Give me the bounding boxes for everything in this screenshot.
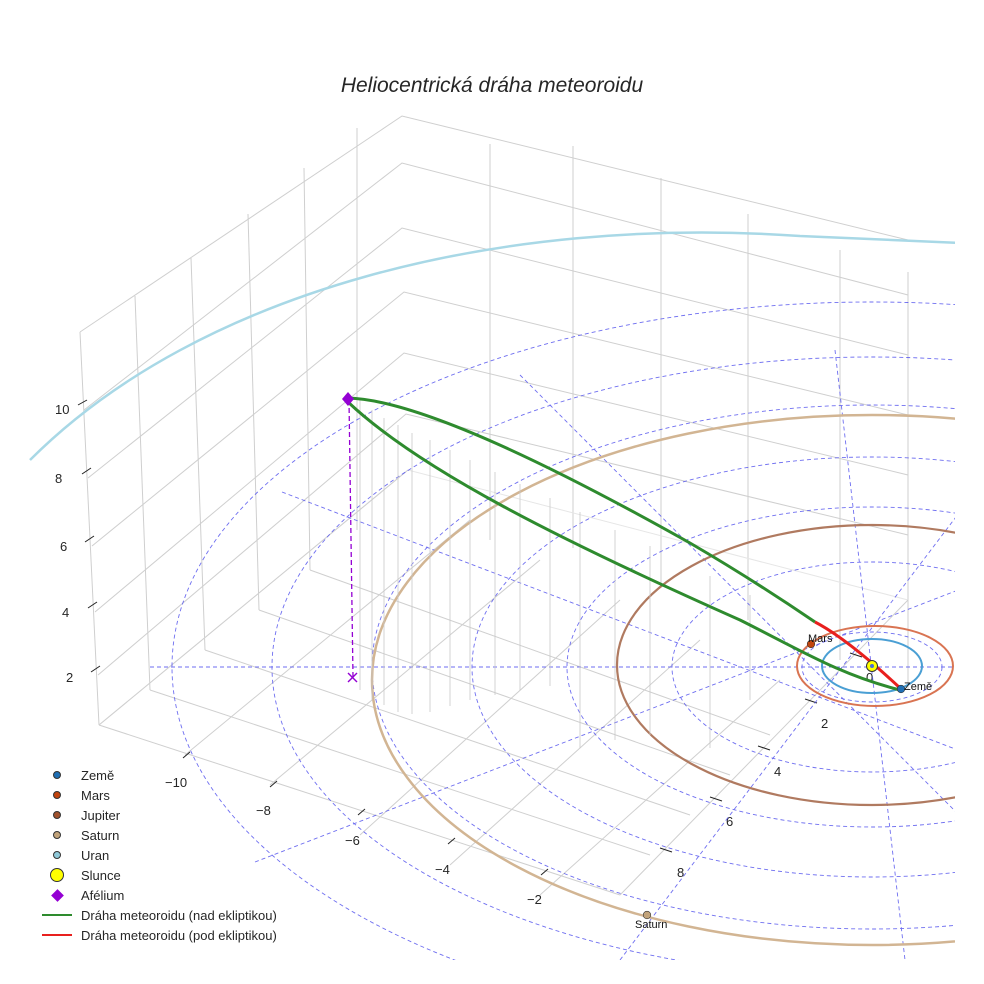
y-tick-label: 6 [726, 814, 733, 829]
legend-item-aphelion: Afélium [40, 885, 277, 905]
earth-orbit [821, 638, 923, 694]
legend-label: Slunce [81, 867, 121, 883]
jupiter-orbit [615, 523, 955, 807]
chart-title: Heliocentrická dráha meteoroidu [340, 74, 644, 97]
y-axis [659, 652, 863, 853]
mars-marker [806, 639, 816, 649]
large-circle-marker-icon [50, 868, 64, 882]
aphelion-projection-x [347, 672, 358, 683]
projection-lines [359, 400, 751, 748]
legend-label: Země [81, 767, 115, 783]
mars-label: Mars [808, 633, 833, 645]
legend-item-earth: Země [40, 765, 277, 785]
mars-orbit [796, 625, 954, 707]
saturn-marker [642, 910, 652, 920]
y-tick-label: 8 [677, 865, 684, 880]
circle-marker-icon [53, 791, 61, 799]
legend-label: Dráha meteoroidu (nad ekliptikou) [81, 907, 277, 923]
diamond-marker-icon [50, 888, 64, 902]
legend: Země Mars Jupiter Saturn Uran Slunce Afé… [40, 765, 277, 945]
legend-item-uranus: Uran [40, 845, 277, 865]
meteoroid-orbit-above [347, 396, 816, 624]
legend-label: Saturn [81, 827, 120, 843]
grid-lines [79, 115, 909, 896]
z-tick-label: 8 [55, 471, 62, 486]
x-tick-label: −8 [256, 803, 271, 818]
z-tick-label: 2 [66, 670, 73, 685]
y-tick-label: 0 [866, 670, 873, 685]
meteoroid-orbit-above-lower [346, 400, 901, 692]
legend-item-mars: Mars [40, 785, 277, 805]
circle-marker-icon [53, 811, 61, 819]
y-tick-label: 4 [774, 764, 781, 779]
z-tick-label: 4 [62, 605, 69, 620]
legend-item-orbit-below: Dráha meteoroidu (pod ekliptikou) [40, 925, 277, 945]
z-axis [77, 399, 101, 673]
legend-item-jupiter: Jupiter [40, 805, 277, 825]
circle-marker-icon [53, 851, 61, 859]
legend-label: Uran [81, 847, 110, 863]
x-axis [182, 751, 549, 876]
aphelion-dropline [348, 399, 354, 678]
x-tick-label: −6 [345, 833, 360, 848]
legend-item-saturn: Saturn [40, 825, 277, 845]
saturn-label: Saturn [635, 919, 667, 931]
legend-item-orbit-above: Dráha meteoroidu (nad ekliptikou) [40, 905, 277, 925]
x-tick-label: −4 [435, 862, 450, 877]
legend-label: Dráha meteoroidu (pod ekliptikou) [81, 927, 277, 943]
aphelion-marker [342, 392, 354, 406]
meteoroid-orbit-below [814, 620, 902, 690]
line-marker-icon [42, 934, 72, 936]
legend-label: Jupiter [81, 807, 121, 823]
earth-label: Země [904, 681, 932, 693]
legend-label: Mars [81, 787, 110, 803]
earth-marker [896, 684, 906, 694]
x-tick-label: −2 [527, 892, 542, 907]
legend-label: Afélium [81, 887, 125, 903]
legend-item-sun: Slunce [40, 865, 277, 885]
z-tick-label: 6 [60, 539, 67, 554]
line-marker-icon [42, 914, 72, 916]
y-tick-label: 2 [821, 716, 828, 731]
circle-marker-icon [53, 831, 61, 839]
z-tick-label: 10 [55, 402, 69, 417]
circle-marker-icon [53, 771, 61, 779]
x-tick-label: −10 [165, 775, 187, 790]
uranus-orbit [29, 231, 955, 461]
